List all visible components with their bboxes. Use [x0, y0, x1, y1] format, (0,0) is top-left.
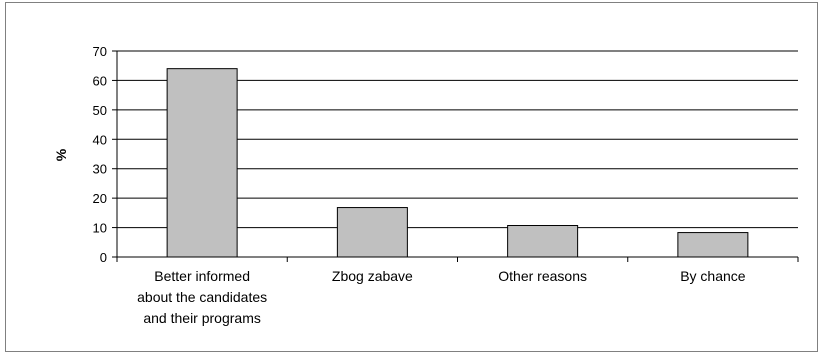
- y-tick-label: 10: [93, 221, 107, 236]
- y-tick-labels: 0 10 20 30 40 50 60 70: [93, 44, 107, 265]
- chart-frame: [5, 2, 818, 352]
- y-tick-label: 70: [93, 44, 107, 59]
- x-tick-label: Better informed about the candidates and t…: [137, 268, 267, 326]
- x-tick-label-line: Other reasons: [498, 268, 587, 284]
- y-tick-label: 30: [93, 162, 107, 177]
- x-tick-label: Other reasons: [498, 268, 587, 284]
- x-tick-labels: Better informed about the candidates and t…: [137, 268, 746, 326]
- bar: [166, 68, 238, 258]
- y-tick-label: 20: [93, 191, 107, 206]
- y-tick-label: 50: [93, 103, 107, 118]
- x-tick-label: Zbog zabave: [332, 268, 413, 284]
- bar: [677, 232, 749, 258]
- x-tick-label-line: about the candidates: [137, 289, 267, 305]
- x-tick-label-line: and their programs: [143, 310, 261, 326]
- x-tick-label: By chance: [680, 268, 746, 284]
- y-tick-label: 40: [93, 132, 107, 147]
- x-tick-label-line: Zbog zabave: [332, 268, 413, 284]
- y-tick-label: 0: [100, 250, 107, 265]
- x-tick-label-line: Better informed: [154, 268, 250, 284]
- bars: [166, 68, 749, 258]
- bar: [336, 207, 408, 258]
- y-axis-title: %: [53, 148, 69, 161]
- y-tick-label: 60: [93, 73, 107, 88]
- bar: [507, 225, 579, 258]
- x-tick-label-line: By chance: [680, 268, 746, 284]
- axes: [112, 50, 799, 262]
